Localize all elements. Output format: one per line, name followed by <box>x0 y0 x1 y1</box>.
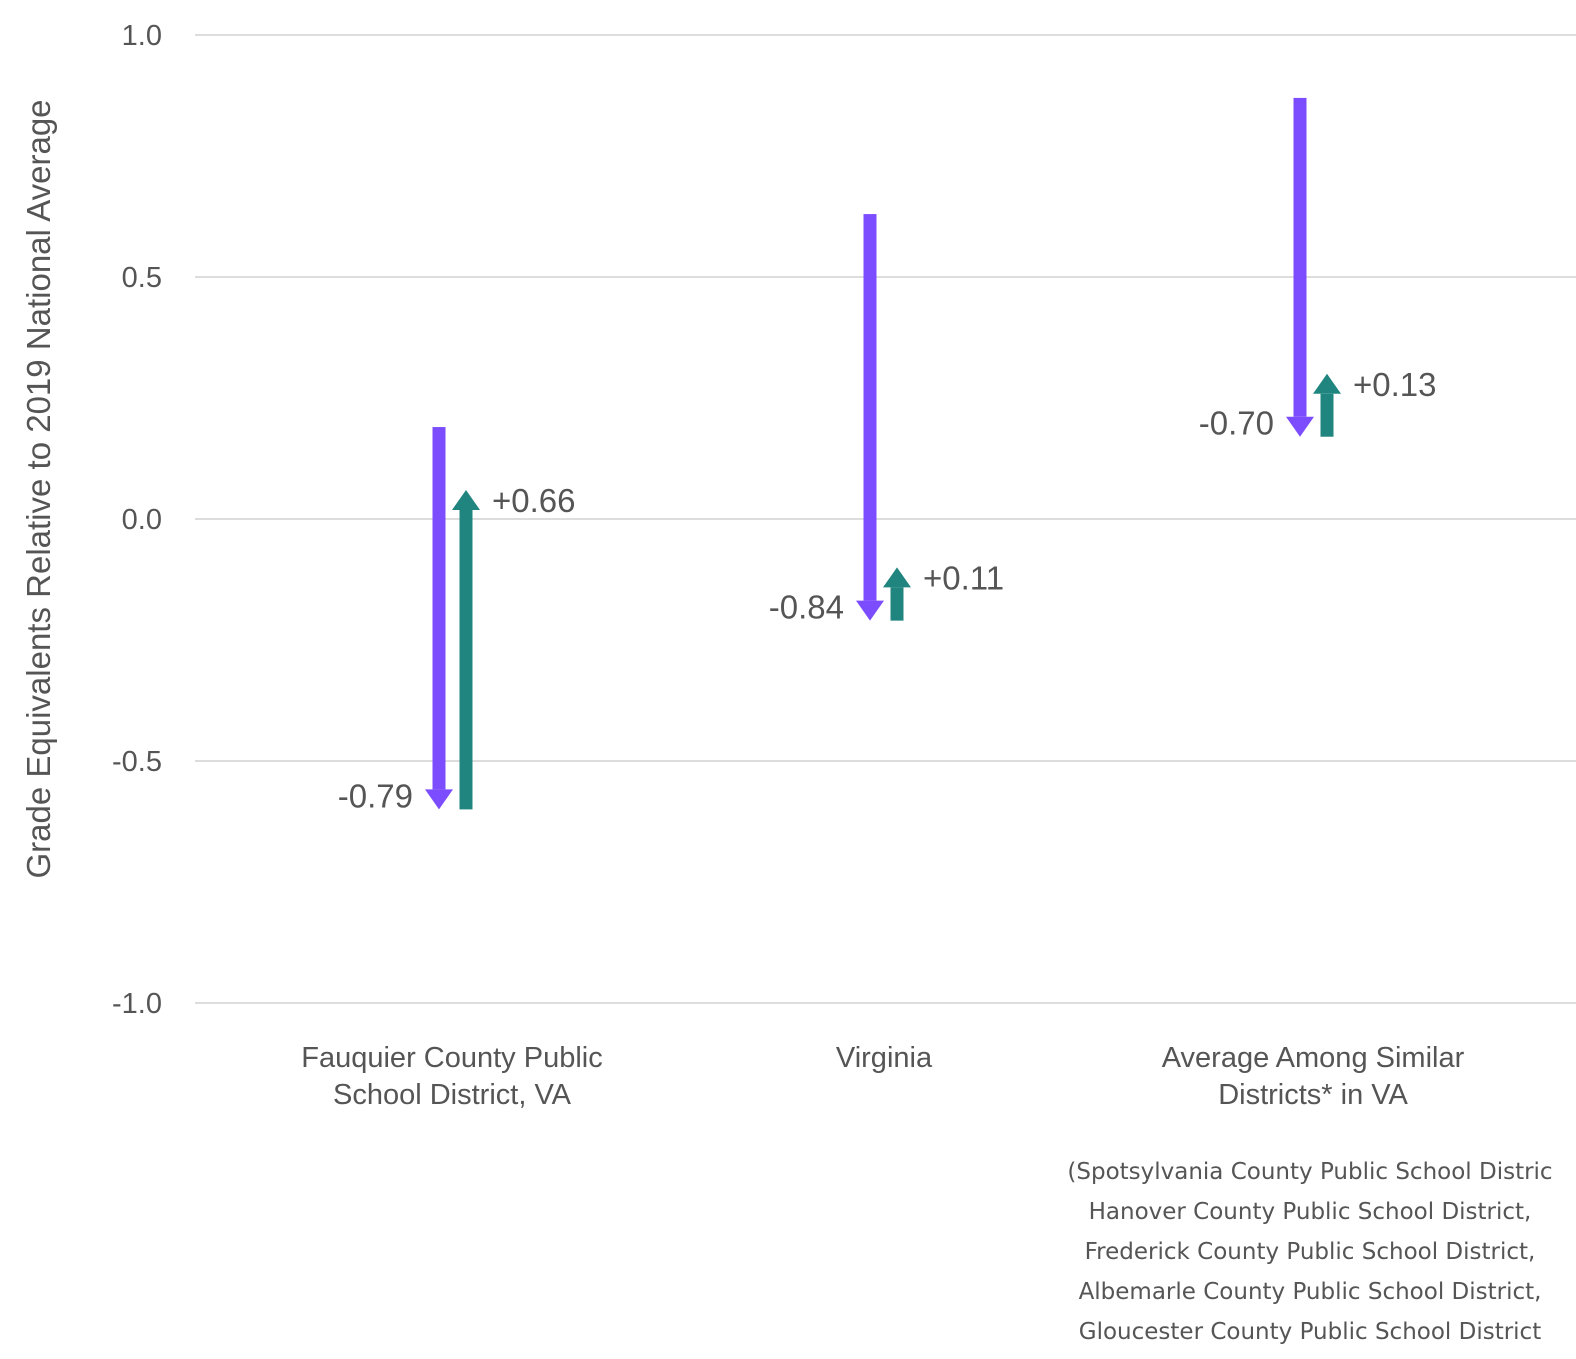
y-tick-label: -1.0 <box>112 988 162 1020</box>
decline-data-label: -0.70 <box>1199 405 1274 442</box>
category-label: School District, VA <box>333 1079 572 1111</box>
recovery-data-label: +0.13 <box>1353 366 1437 403</box>
recovery-arrow-head <box>1313 373 1341 394</box>
y-tick-label: 0.5 <box>122 262 162 294</box>
recovery-arrow <box>452 489 480 810</box>
footnote-line: (Spotsylvania County Public School Distr… <box>1067 1159 1553 1185</box>
footnote-line: Frederick County Public School District, <box>1084 1239 1536 1265</box>
recovery-arrow-head <box>452 489 480 510</box>
category-label: Average Among Similar <box>1162 1042 1465 1074</box>
category-label: Virginia <box>836 1042 933 1074</box>
decline-data-label: -0.84 <box>769 589 844 626</box>
y-tick-label: 0.0 <box>122 504 162 536</box>
decline-arrow <box>1286 97 1314 437</box>
y-axis-title: Grade Equivalents Relative to 2019 Natio… <box>20 99 57 878</box>
y-tick-label: 1.0 <box>122 20 162 52</box>
recovery-data-label: +0.66 <box>492 482 576 519</box>
decline-arrow-shaft <box>432 427 446 790</box>
decline-arrow-head <box>856 600 884 621</box>
recovery-arrow <box>883 567 911 621</box>
recovery-arrow-shaft <box>1320 393 1334 437</box>
footnote-line: Hanover County Public School District, <box>1088 1199 1532 1225</box>
category-label: Fauquier County Public <box>301 1042 602 1074</box>
similar-districts-footnote: (Spotsylvania County Public School Distr… <box>1010 1152 1576 1352</box>
decline-arrow-head <box>1286 416 1314 437</box>
decline-arrow <box>856 214 884 621</box>
decline-data-label: -0.79 <box>338 777 413 814</box>
recovery-arrow-head <box>883 567 911 588</box>
recovery-arrow <box>1313 373 1341 437</box>
recovery-arrow-shaft <box>459 509 473 810</box>
decline-arrow-shaft <box>1293 97 1307 417</box>
recovery-arrow-shaft <box>890 587 904 621</box>
category-label: Districts* in VA <box>1218 1079 1408 1111</box>
decline-arrow-head <box>425 789 453 810</box>
recovery-data-label: +0.11 <box>923 559 1004 596</box>
decline-arrow-shaft <box>863 214 877 601</box>
y-tick-label: -0.5 <box>112 746 162 778</box>
footnote-line: Gloucester County Public School District <box>1078 1319 1542 1345</box>
footnote-line: Albemarle County Public School District, <box>1078 1279 1542 1305</box>
decline-arrow <box>425 427 453 810</box>
